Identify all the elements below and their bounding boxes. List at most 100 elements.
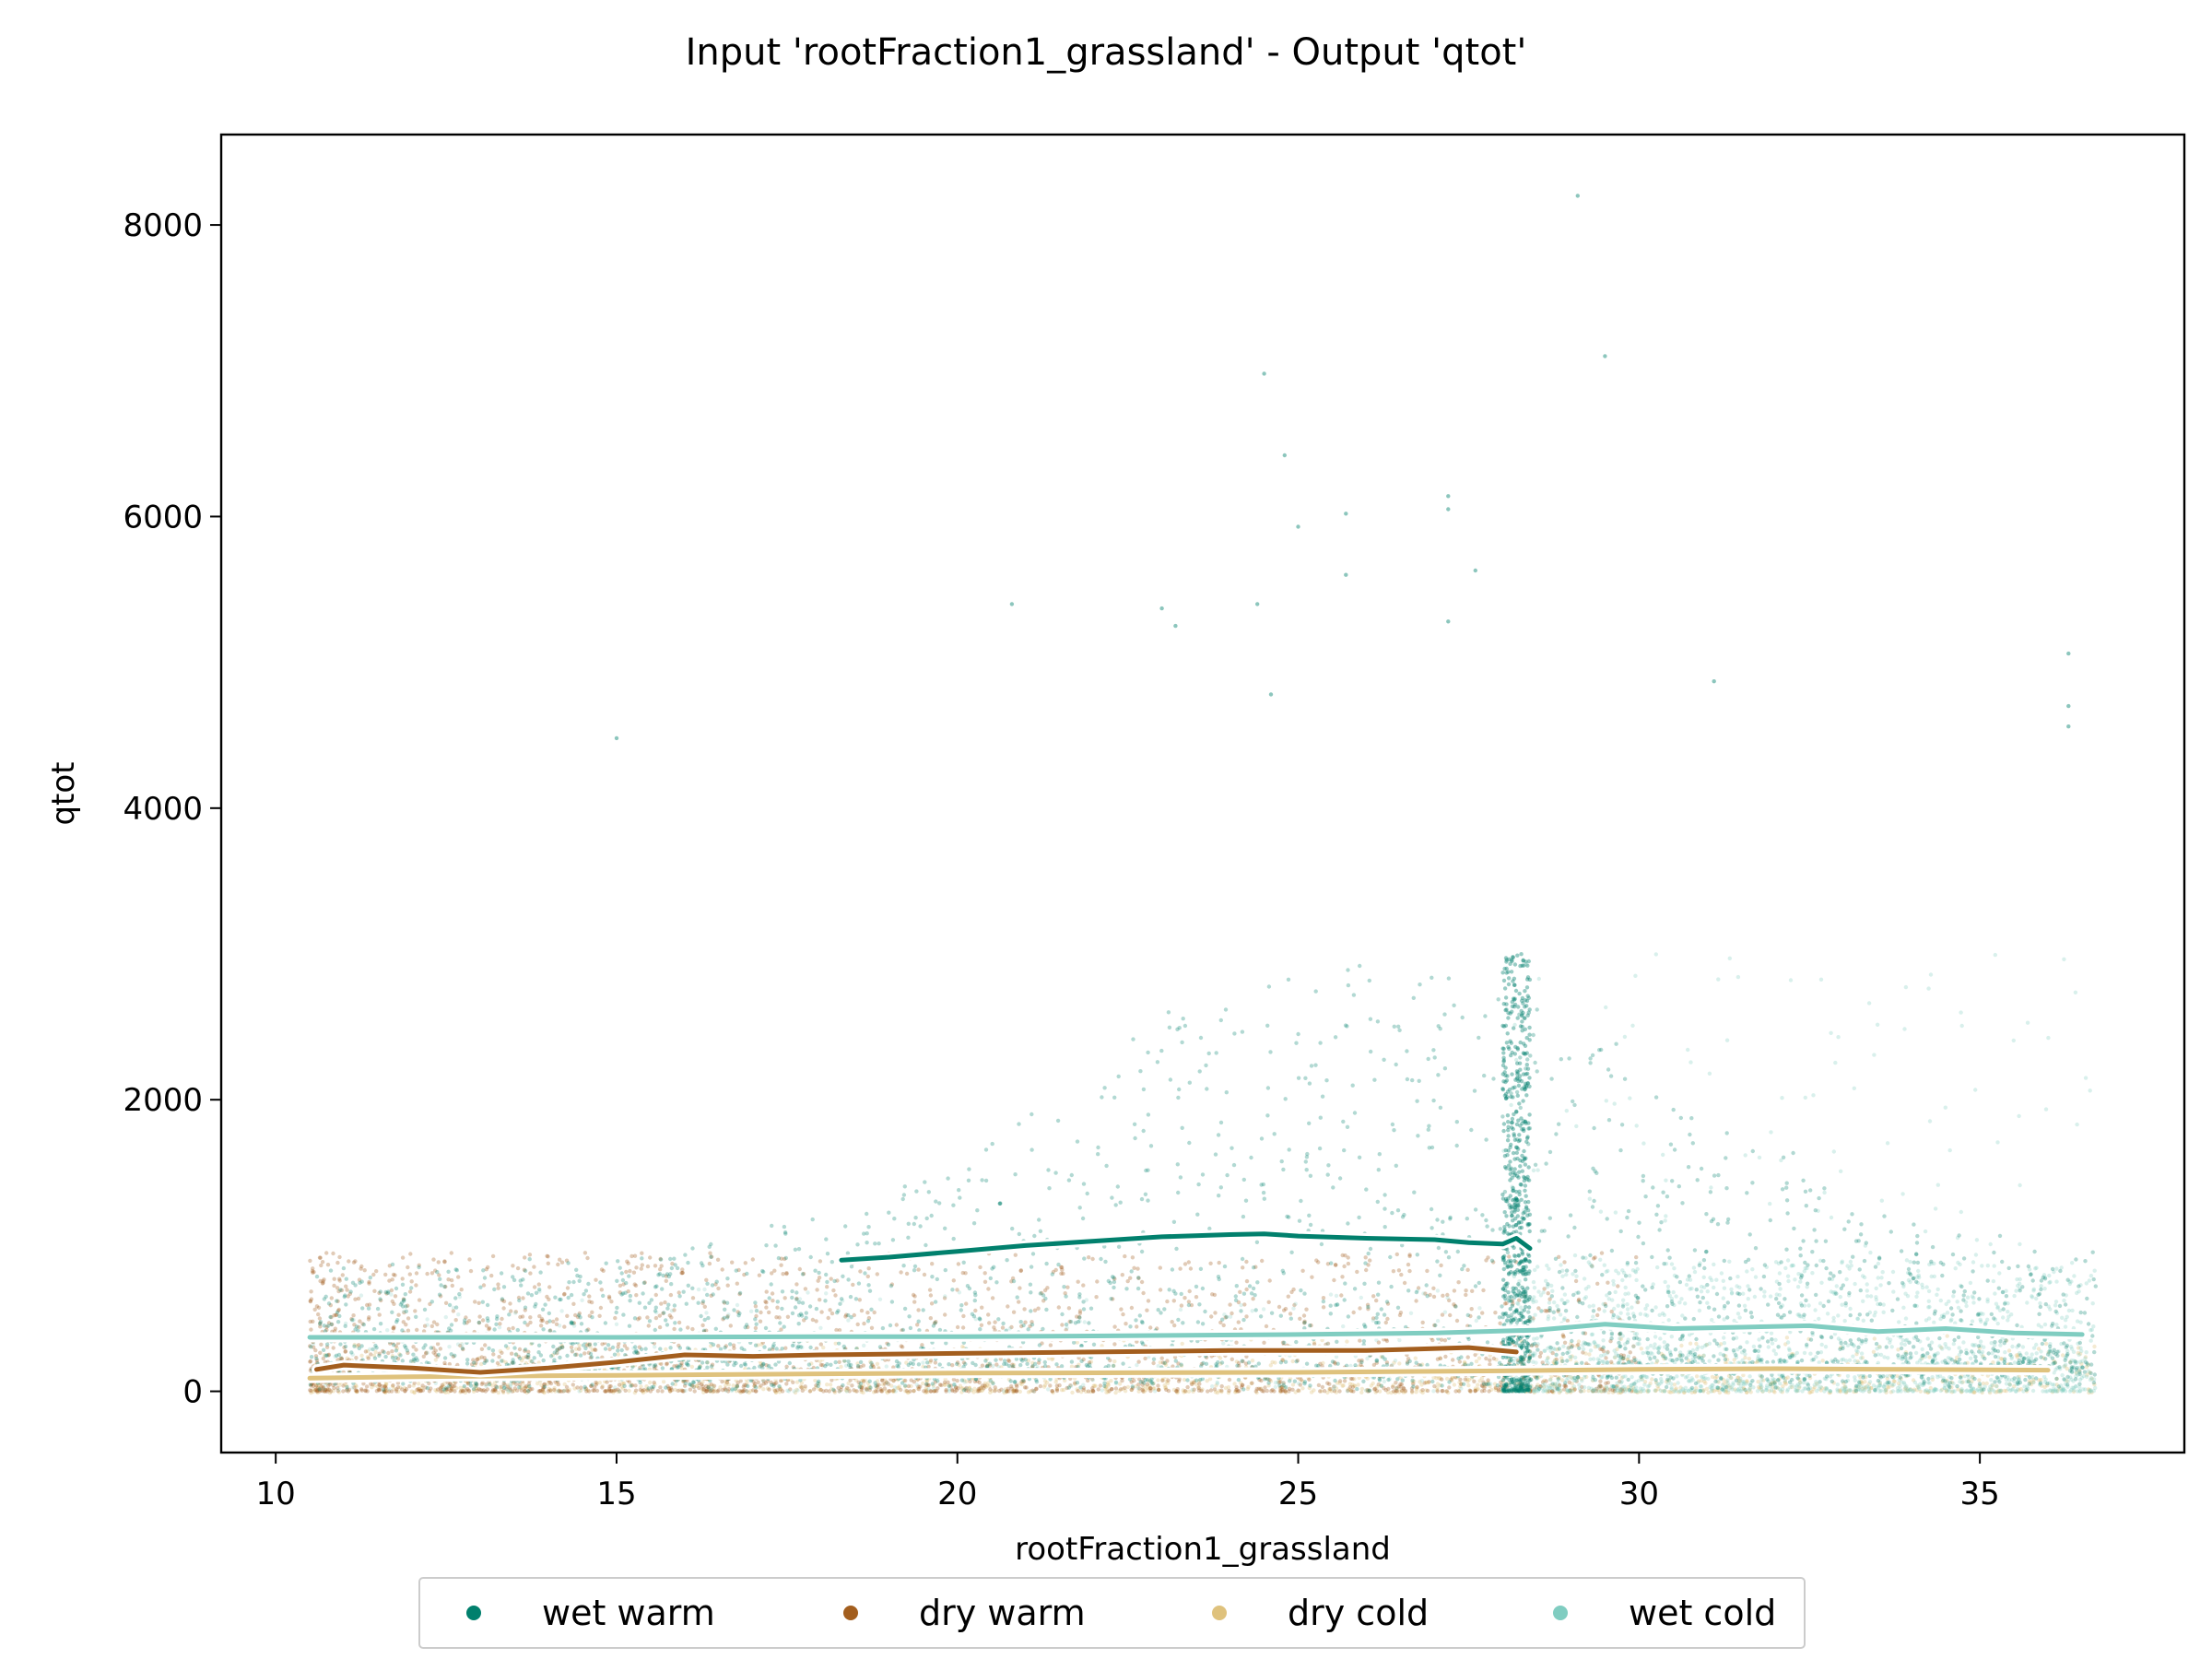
scatter-point-wet-cold xyxy=(1721,1382,1725,1387)
scatter-point-dry-warm xyxy=(937,1382,943,1387)
scatter-point-dry-warm xyxy=(609,1300,614,1304)
scatter-point-dry-cold xyxy=(1971,1390,1976,1394)
scatter-point-dry-cold xyxy=(1500,1379,1506,1384)
scatter-point-wet-cold xyxy=(1928,972,1934,977)
scatter-point-dry-warm xyxy=(546,1261,550,1266)
scatter-point-dry-cold xyxy=(1499,1389,1504,1394)
scatter-point-wet-cold xyxy=(1611,1282,1617,1287)
scatter-point-dry-cold xyxy=(1309,1390,1314,1394)
scatter-point-wet-cold xyxy=(1620,1277,1625,1283)
scatter-point-dry-cold xyxy=(1700,1378,1704,1383)
scatter-point-dry-cold xyxy=(777,1390,782,1394)
scatter-point-wet-cold xyxy=(1803,1095,1808,1100)
scatter-point-dry-warm xyxy=(532,1265,536,1269)
scatter-point-dry-cold xyxy=(967,1387,971,1392)
scatter-point-dry-warm xyxy=(401,1320,406,1324)
scatter-point-dry-cold xyxy=(1109,1379,1113,1383)
scatter-point-wet-cold xyxy=(1778,1381,1783,1386)
scatter-point-dry-warm xyxy=(1316,1260,1321,1265)
scatter-point-wet-cold xyxy=(1674,1294,1678,1299)
scatter-point-wet-cold xyxy=(1565,1346,1571,1350)
scatter-point-dry-cold xyxy=(1044,1381,1050,1385)
scatter-point-dry-cold xyxy=(1270,1359,1275,1365)
scatter-point-wet-cold xyxy=(1735,974,1741,980)
scatter-point-wet-cold xyxy=(1759,1378,1764,1382)
scatter-point-wet-cold xyxy=(1598,1209,1604,1214)
scatter-point-dry-warm xyxy=(866,1266,871,1271)
scatter-point-dry-warm xyxy=(1077,1311,1083,1316)
scatter-point-dry-cold xyxy=(1661,1353,1666,1358)
scatter-point-wet-cold xyxy=(1707,1359,1712,1363)
scatter-point-dry-cold xyxy=(983,1384,989,1390)
scatter-point-wet-cold xyxy=(1991,1278,1996,1284)
scatter-point-dry-warm xyxy=(767,1387,771,1392)
scatter-point-wet-cold xyxy=(1955,1300,1959,1304)
scatter-point-dry-warm xyxy=(490,1253,496,1259)
scatter-point-wet-cold xyxy=(1866,1389,1872,1394)
scatter-point-wet-cold xyxy=(1613,1289,1618,1295)
scatter-point-dry-warm xyxy=(1481,1288,1486,1293)
scatter-point-wet-cold xyxy=(1551,1316,1557,1321)
scatter-point-wet-cold xyxy=(1903,1291,1908,1296)
scatter-point-wet-cold xyxy=(1669,1385,1674,1390)
scatter-point-wet-cold xyxy=(1800,1389,1805,1394)
scatter-point-dry-warm xyxy=(639,1266,643,1271)
scatter-point-wet-cold xyxy=(1602,1263,1607,1267)
scatter-point-dry-warm xyxy=(667,1313,672,1318)
scatter-point-dry-warm xyxy=(532,1285,537,1289)
scatter-point-wet-cold xyxy=(1535,1265,1540,1269)
scatter-point-wet-cold xyxy=(1773,1337,1778,1343)
scatter-point-dry-cold xyxy=(1011,1389,1016,1394)
scatter-point-dry-cold xyxy=(1117,1382,1123,1386)
scatter-point-dry-warm xyxy=(1435,1389,1440,1394)
scatter-point-wet-cold xyxy=(1592,1339,1597,1345)
scatter-point-dry-warm xyxy=(634,1293,639,1298)
scatter-point-dry-warm xyxy=(928,1359,934,1363)
scatter-point-wet-cold xyxy=(1544,1388,1548,1394)
scatter-point-dry-warm xyxy=(779,1263,783,1267)
scatter-point-dry-cold xyxy=(1463,1362,1468,1367)
scatter-point-wet-cold xyxy=(1914,1294,1919,1300)
scatter-point-dry-warm xyxy=(657,1313,662,1318)
scatter-point-dry-cold xyxy=(664,1347,668,1352)
scatter-point-dry-warm xyxy=(1209,1314,1214,1319)
scatter-point-dry-warm xyxy=(1081,1283,1086,1288)
scatter-point-dry-warm xyxy=(1219,1388,1224,1393)
scatter-point-wet-cold xyxy=(2088,1328,2093,1333)
scatter-point-dry-warm xyxy=(916,1267,921,1272)
scatter-point-dry-warm xyxy=(980,1305,984,1310)
scatter-point-dry-warm xyxy=(597,1313,602,1319)
scatter-point-wet-cold xyxy=(1612,1101,1617,1106)
scatter-point-dry-warm xyxy=(1279,1389,1284,1394)
scatter-point-dry-warm xyxy=(906,1383,912,1389)
scatter-point-dry-warm xyxy=(817,1276,822,1280)
scatter-point-dry-warm xyxy=(677,1320,682,1325)
scatter-point-wet-cold xyxy=(2017,1113,2021,1119)
scatter-point-dry-cold xyxy=(874,1386,879,1391)
scatter-point-dry-cold xyxy=(1712,1389,1717,1394)
scatter-point-dry-warm xyxy=(1409,1389,1415,1394)
scatter-point-wet-cold xyxy=(1634,1124,1639,1128)
scatter-point-dry-warm xyxy=(1291,1287,1296,1292)
scatter-point-wet-cold xyxy=(1817,1386,1822,1391)
scatter-point-dry-cold xyxy=(1811,1387,1816,1392)
scatter-point-dry-warm xyxy=(1094,1295,1099,1300)
scatter-point-dry-cold xyxy=(844,1388,849,1394)
scatter-point-dry-warm xyxy=(408,1252,413,1256)
scatter-point-dry-cold xyxy=(1863,1380,1867,1384)
scatter-point-dry-cold xyxy=(1930,1377,1936,1382)
scatter-point-dry-warm xyxy=(407,1383,412,1389)
scatter-point-dry-cold xyxy=(526,1385,531,1390)
scatter-point-dry-warm xyxy=(911,1292,916,1298)
scatter-point-dry-warm xyxy=(1178,1266,1182,1271)
scatter-point-dry-cold xyxy=(1797,1385,1802,1390)
scatter-point-dry-warm xyxy=(575,1385,580,1390)
scatter-point-dry-warm xyxy=(777,1315,782,1320)
scatter-point-dry-cold xyxy=(345,1356,349,1361)
scatter-point-dry-warm xyxy=(1407,1268,1412,1274)
scatter-point-dry-cold xyxy=(814,1385,818,1390)
scatter-point-dry-cold xyxy=(1325,1390,1330,1395)
scatter-point-dry-cold xyxy=(1394,1386,1399,1392)
scatter-point-dry-warm xyxy=(715,1257,721,1263)
scatter-point-wet-cold xyxy=(2063,1324,2068,1329)
